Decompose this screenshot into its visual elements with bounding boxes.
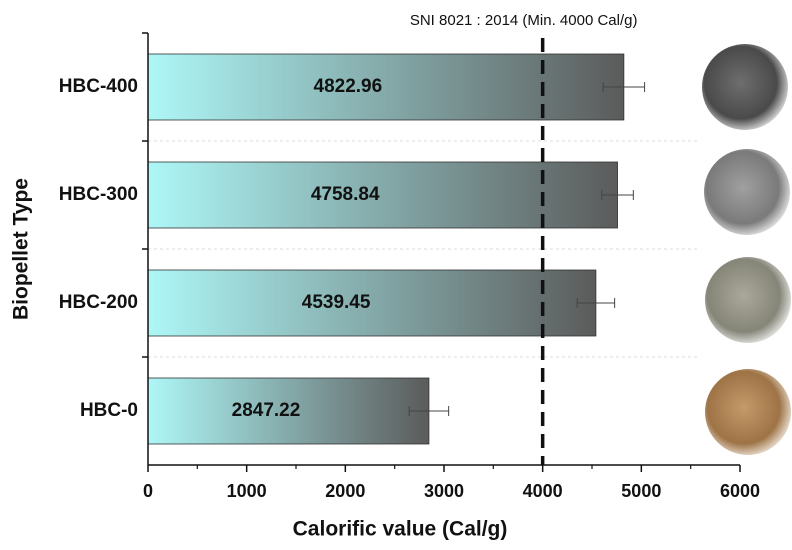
pellet-photo [705,369,791,455]
x-tick-label: 2000 [325,481,365,501]
x-axis-title: Calorific value (Cal/g) [293,518,508,541]
x-tick-label: 6000 [720,481,760,501]
x-tick-label: 3000 [424,481,464,501]
bar [147,269,597,337]
y-axis-title: Biopellet Type [10,178,33,320]
value-label: 4758.84 [311,184,380,205]
bar [147,377,430,445]
x-tick-label: 0 [143,481,153,501]
value-label: 4822.96 [314,76,383,97]
pellet-photo [702,44,788,130]
error-bar [408,406,450,416]
bar [147,161,618,229]
error-bar [602,82,646,92]
pellet-photo [705,257,791,343]
x-tick-label: 5000 [621,481,661,501]
value-label: 2847.22 [232,400,301,421]
x-tick-label: 4000 [523,481,563,501]
error-bar [601,190,634,200]
y-tick-label: HBC-200 [59,292,138,313]
y-tick-label: HBC-300 [59,184,138,205]
reference-label: SNI 8021 : 2014 (Min. 4000 Cal/g) [410,12,638,29]
pellet-photo [704,149,790,235]
error-bar [576,298,616,308]
bar [147,53,625,121]
y-tick-label: HBC-400 [59,76,138,97]
y-tick-label: HBC-0 [80,400,138,421]
value-label: 4539.45 [302,292,371,313]
x-tick-label: 1000 [227,481,267,501]
